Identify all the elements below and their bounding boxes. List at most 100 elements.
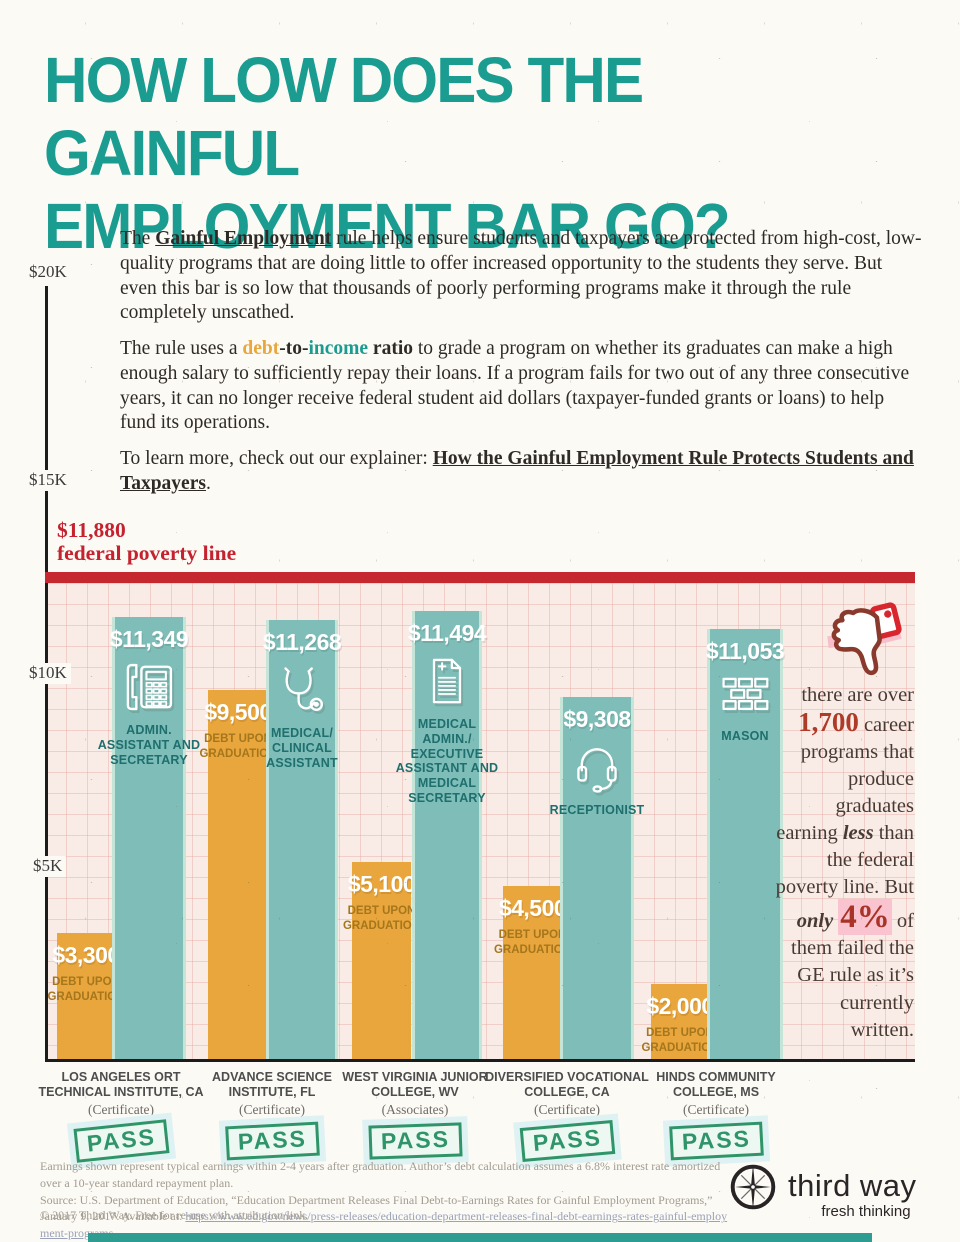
desk-phone-icon [122, 660, 176, 714]
school-wv-junior: WEST VIRGINIA JUNIOR COLLEGE, WV (Associ… [327, 1070, 503, 1160]
pass-stamp: PASS [73, 1118, 169, 1163]
poverty-text: federal poverty line [57, 540, 237, 565]
p2-a: The rule uses a [120, 338, 243, 359]
methodology-note: Earnings shown represent typical earning… [40, 1159, 721, 1190]
earnings-value-label: $11,268 [262, 629, 342, 655]
earnings-bar-wv-junior[interactable]: $11,494 MEDICAL ADMIN./ EXECUTIVE ASSIST… [396, 611, 498, 1062]
y-tick-20k: $20K [29, 262, 71, 283]
stethoscope-icon [275, 663, 329, 717]
occupation-label: RECEPTIONIST [549, 803, 645, 817]
intro-paragraph-2: The rule uses a debt-to-income ratio to … [120, 337, 922, 436]
earnings-value-label: $9,308 [563, 706, 631, 732]
debt-word: debt [242, 338, 280, 359]
logo-tagline: fresh thinking [821, 1203, 911, 1220]
p2-hyphen1: - [279, 338, 286, 359]
brick-wall-icon [717, 672, 773, 720]
footnote-block: Earnings shown represent typical earning… [40, 1158, 734, 1242]
debt-value-label: $5,100 [347, 871, 416, 897]
debt-value-label: $9,500 [204, 699, 272, 725]
debt-bar-wv-junior[interactable]: $5,100 DEBT UPON GRADUATION [343, 862, 420, 1062]
y-tick-5k: $5K [33, 856, 67, 877]
medical-document-icon [421, 654, 473, 708]
y-tick-10k: $10K [29, 663, 71, 684]
title-line-2: EMPLOYMENT BAR GO? [44, 189, 731, 262]
school-name: DIVERSIFIED VOCATIONAL COLLEGE, CA [485, 1070, 649, 1100]
debt-bar-hinds[interactable]: $2,000 DEBT UPON GRADUATION [641, 984, 719, 1062]
earnings-bar-hinds[interactable]: $11,053 MASON [705, 629, 785, 1062]
title-line-1: HOW LOW DOES THE GAINFUL [44, 44, 644, 189]
occupation-label: MEDICAL ADMIN./ EXECUTIVE ASSISTANT AND … [395, 717, 499, 805]
occupation-label: ADMIN. ASSISTANT AND SECRETARY [97, 723, 201, 767]
annot-less: less [842, 822, 874, 845]
page-title: HOW LOW DOES THE GAINFUL EMPLOYMENT BAR … [44, 44, 890, 263]
debt-sublabel: DEBT UPON GRADUATION [342, 905, 421, 932]
logo-name: third way [788, 1168, 917, 1203]
ratio-word: ratio [372, 338, 413, 359]
annot-s5: of them failed the GE rule as it’s curre… [791, 910, 914, 1041]
annot-s2: career programs that produce graduates e… [776, 714, 914, 845]
poverty-reference-line [45, 572, 915, 583]
credential-label: (Associates) [381, 1101, 449, 1117]
compass-icon [728, 1162, 778, 1217]
bar-chart-area: $3,300 DEBT UPON GRADUATION $11,349 [45, 583, 915, 1062]
intro-copy: The Gainful Employment rule helps ensure… [120, 227, 922, 508]
debt-value-label: $4,500 [498, 895, 567, 921]
x-axis-line [45, 1059, 915, 1062]
p1-post: rule helps ensure students and taxpayers… [120, 228, 922, 324]
p2-hyphen2: - [301, 338, 309, 359]
debt-bar-la-ort[interactable]: $3,300 DEBT UPON GRADUATION [47, 933, 125, 1062]
explainer-link[interactable]: How the Gainful Employment Rule Protects… [120, 448, 914, 494]
copyright-note: © 2017 Third Way. Free for re-use with a… [40, 1208, 309, 1222]
school-diversified: DIVERSIFIED VOCATIONAL COLLEGE, CA (Cert… [479, 1070, 655, 1162]
school-name: WEST VIRGINIA JUNIOR COLLEGE, WV [342, 1070, 488, 1100]
gainful-employment-link[interactable]: Gainful Employment [155, 228, 332, 249]
earnings-bar-la-ort[interactable]: $11,349 ADMIN. ASSISTANT AND SECRETARY [98, 617, 200, 1062]
earnings-value-label: $11,349 [109, 626, 189, 652]
annot-only: only [796, 910, 834, 933]
p3-post: . [205, 472, 211, 494]
earnings-value-label: $11,494 [407, 620, 487, 646]
p1-pre: The [120, 228, 156, 249]
pass-stamp: PASS [224, 1121, 320, 1160]
annotation-text: there are over 1,700 career programs tha… [774, 682, 914, 1044]
source-pre: Source: U.S. Department of Education, “E… [40, 1192, 713, 1224]
school-la-ort: LOS ANGELES ORT TECHNICAL INSTITUTE, CA … [33, 1070, 209, 1163]
debt-sublabel: DEBT UPON GRADUATION [641, 1027, 719, 1054]
debt-bar-diversified[interactable]: $4,500 DEBT UPON GRADUATION [494, 886, 571, 1062]
third-way-logo: third way fresh thinking [728, 1162, 917, 1220]
debt-bar-advance-science[interactable]: $9,500 DEBT UPON GRADUATION [199, 690, 277, 1062]
poverty-line-label: $11,880 federal poverty line [57, 519, 236, 564]
school-name: ADVANCE SCIENCE INSTITUTE, FL [212, 1070, 332, 1100]
headset-icon [570, 740, 624, 794]
earnings-bar-diversified[interactable]: $9,308 RECEPTIONIST [550, 697, 644, 1062]
intro-paragraph-3: To learn more, check out our explainer: … [120, 447, 922, 497]
bottom-accent-bar [88, 1233, 872, 1242]
annot-s1: there are over [801, 684, 914, 706]
occupation-label: MEDICAL/ CLINICAL ASSISTANT [266, 726, 338, 770]
school-name: HINDS COMMUNITY COLLEGE, MS [656, 1070, 776, 1100]
annot-4pct: 4% [838, 899, 892, 936]
earnings-bar-advance-science[interactable]: $11,268 MEDICAL/ CLINICAL ASSISTANT [262, 620, 342, 1062]
thumbs-down-icon [822, 602, 910, 687]
credential-label: (Certificate) [88, 1101, 154, 1117]
annot-1700: 1,700 [798, 707, 859, 738]
credential-label: (Certificate) [683, 1101, 749, 1117]
poverty-amount: $11,880 [57, 518, 126, 542]
annot-s3: than the federal poverty line. But [775, 822, 914, 899]
pass-stamp: PASS [668, 1121, 764, 1160]
pass-stamp: PASS [367, 1121, 463, 1160]
school-name: LOS ANGELES ORT TECHNICAL INSTITUTE, CA [38, 1070, 204, 1100]
p2-b: to grade a program on whether its gradua… [120, 338, 910, 434]
debt-value-label: $2,000 [646, 993, 714, 1019]
income-word: income [308, 338, 369, 359]
p3-pre: To learn more, check out our explainer: [120, 448, 433, 469]
credential-label: (Certificate) [239, 1101, 305, 1117]
debt-sublabel: DEBT UPON GRADUATION [47, 976, 125, 1003]
debt-value-label: $3,300 [52, 942, 120, 968]
debt-sublabel: DEBT UPON GRADUATION [493, 929, 572, 956]
y-tick-15k: $15K [29, 470, 71, 491]
pass-stamp: PASS [519, 1119, 615, 1162]
intro-paragraph-1: The Gainful Employment rule helps ensure… [120, 227, 922, 326]
earnings-value-label: $11,053 [705, 638, 785, 664]
